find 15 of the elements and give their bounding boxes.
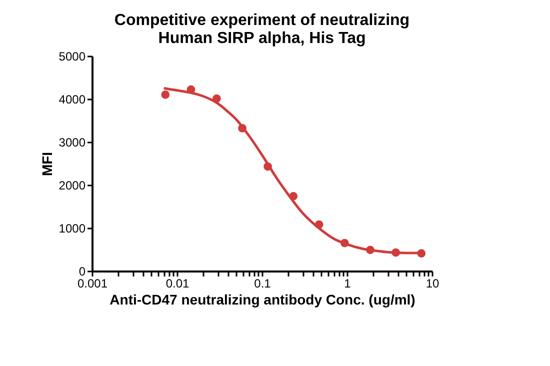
chart-title: Competitive experiment of neutralizing Human SIRP alpha, His Tag <box>114 12 410 47</box>
y-tick-label: 1000 <box>58 222 86 236</box>
y-tick-label: 4000 <box>58 92 86 106</box>
x-tick-label: 1 <box>344 276 352 290</box>
point <box>161 90 170 99</box>
y-axis-title: MFI <box>38 152 55 176</box>
x-tick-label: 0.001 <box>77 276 108 290</box>
y-tick-label: 3000 <box>58 136 86 150</box>
y-tick-label: 2000 <box>58 178 86 192</box>
x-axis-title: Anti-CD47 neutralizing antibody Conc. (ug/ml) <box>110 292 416 308</box>
y-tick-label: 5000 <box>58 50 86 64</box>
x-tick-label: 0.01 <box>166 276 190 290</box>
x-tick-label: 0.1 <box>254 276 272 290</box>
y-tick-label: 0 <box>78 264 86 278</box>
x-tick-label: 10 <box>426 276 440 290</box>
